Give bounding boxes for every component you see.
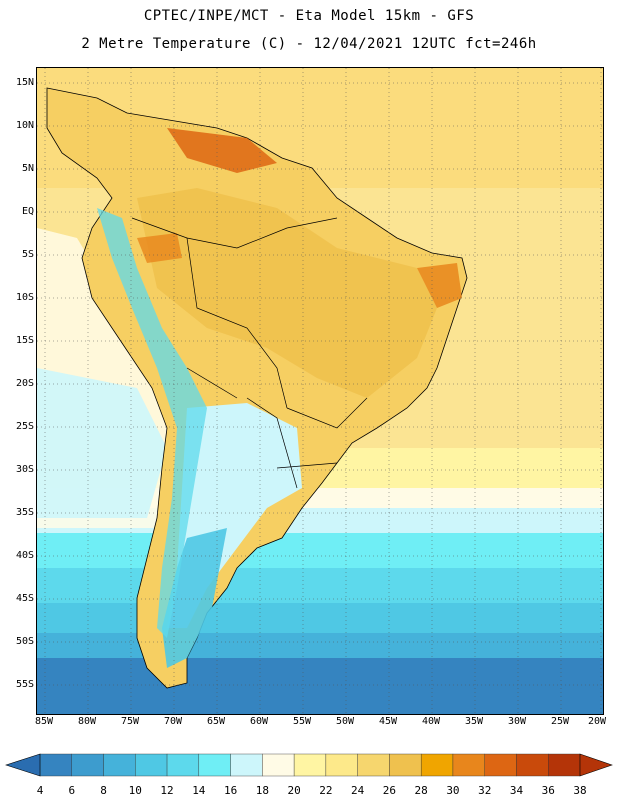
lat-label-40s: 40S <box>15 550 34 561</box>
colorbar-tick-label: 12 <box>160 784 174 797</box>
lat-label-55s: 55S <box>15 679 34 690</box>
colorbar-cell <box>262 753 295 777</box>
lon-label-75w: 75W <box>120 716 140 727</box>
map-canvas <box>37 68 603 714</box>
colorbar-tick-label: 34 <box>509 784 524 797</box>
lon-label-80w: 80W <box>77 716 97 727</box>
colorbar-tick-label: 8 <box>100 784 107 797</box>
colorbar-cell <box>230 753 263 777</box>
colorbar-tick-label: 32 <box>478 784 492 797</box>
patagonia-cold <box>162 528 227 668</box>
colorbar-tick-label: 14 <box>192 784 206 797</box>
lon-label-35w: 35W <box>464 716 484 727</box>
lat-label-50s: 50S <box>15 636 34 647</box>
colorbar-cell <box>71 753 104 777</box>
lon-label-20w: 20W <box>587 716 607 727</box>
colorbar-cell <box>198 753 231 777</box>
colorbar-cell <box>516 753 549 777</box>
colorbar-tick-label: 6 <box>68 784 76 797</box>
colorbar-high-arrow <box>579 753 613 777</box>
colorbar-cell <box>325 753 358 777</box>
lat-label-25s: 25S <box>15 421 34 432</box>
ocean-band-6 <box>37 658 603 714</box>
colorbar-cell <box>420 753 454 777</box>
andes-cordillera <box>97 208 207 638</box>
lat-label-30s: 30S <box>15 464 34 475</box>
interior-warm-region <box>137 188 437 398</box>
pacific-cool-water <box>37 368 167 518</box>
colorbar-tick-label: 28 <box>414 784 428 797</box>
colorbar-tick-label: 4 <box>36 784 44 797</box>
lon-label-50w: 50W <box>335 716 355 727</box>
colorbar-cell <box>39 753 72 777</box>
colorbar-cell <box>452 753 485 777</box>
colorbar-cell <box>484 753 517 777</box>
ocean-band-16 <box>37 533 603 573</box>
colorbar-cell <box>357 753 390 777</box>
lon-label-45w: 45W <box>378 716 398 727</box>
colorbar-cell <box>103 753 136 777</box>
lon-label-85w: 85W <box>34 716 54 727</box>
lat-label-10s: 10S <box>15 292 34 303</box>
map-title-line1: CPTEC/INPE/MCT - Eta Model 15km - GFS <box>143 8 475 24</box>
colorbar-low-arrow <box>5 753 41 777</box>
lat-label-10n: 10N <box>15 120 34 131</box>
colorbar-tick-label: 30 <box>446 784 460 797</box>
map-title-line2: 2 Metre Temperature (C) - 12/04/2021 12U… <box>81 36 537 52</box>
lon-label-60w: 60W <box>249 716 269 727</box>
colorbar-tick-label: 24 <box>351 784 365 797</box>
colorbar <box>5 753 613 777</box>
colorbar-cell <box>293 753 327 777</box>
ocean-band-12 <box>37 603 603 638</box>
lat-label-15s: 15S <box>15 335 34 346</box>
colorbar-tick-label: 10 <box>128 784 142 797</box>
colorbar-tick-label: 22 <box>319 784 333 797</box>
lon-label-65w: 65W <box>206 716 226 727</box>
colorbar-tick-label: 38 <box>573 784 587 797</box>
lat-label-5s: 5S <box>21 249 34 260</box>
colorbar-cell <box>389 753 422 777</box>
colorbar-cells <box>39 753 581 777</box>
lon-label-25w: 25W <box>550 716 570 727</box>
lon-label-40w: 40W <box>421 716 441 727</box>
temperature-map <box>36 67 604 715</box>
lon-label-55w: 55W <box>292 716 312 727</box>
lon-label-70w: 70W <box>163 716 183 727</box>
lat-label-eq: EQ <box>21 206 34 217</box>
lat-label-35s: 35S <box>15 507 34 518</box>
lat-label-45s: 45S <box>15 593 34 604</box>
colorbar-tick-label: 26 <box>382 784 397 797</box>
lat-label-5n: 5N <box>21 163 34 174</box>
colorbar-cell <box>135 753 168 777</box>
colorbar-tick-label: 20 <box>287 784 301 797</box>
northeast-hot-spot <box>417 263 462 308</box>
ocean-band-14 <box>37 568 603 608</box>
lat-label-15n: 15N <box>15 77 34 88</box>
lat-label-20s: 20S <box>15 378 34 389</box>
colorbar-tick-label: 16 <box>223 784 238 797</box>
colorbar-cell <box>548 753 581 777</box>
colorbar-tick-label: 36 <box>541 784 555 797</box>
colorbar-tick-label: 18 <box>255 784 269 797</box>
amazon-hot-spot <box>137 233 182 263</box>
venezuela-hot-spot <box>167 128 277 173</box>
lon-label-30w: 30W <box>507 716 527 727</box>
colorbar-cell <box>166 753 200 777</box>
country-borders <box>131 217 368 489</box>
